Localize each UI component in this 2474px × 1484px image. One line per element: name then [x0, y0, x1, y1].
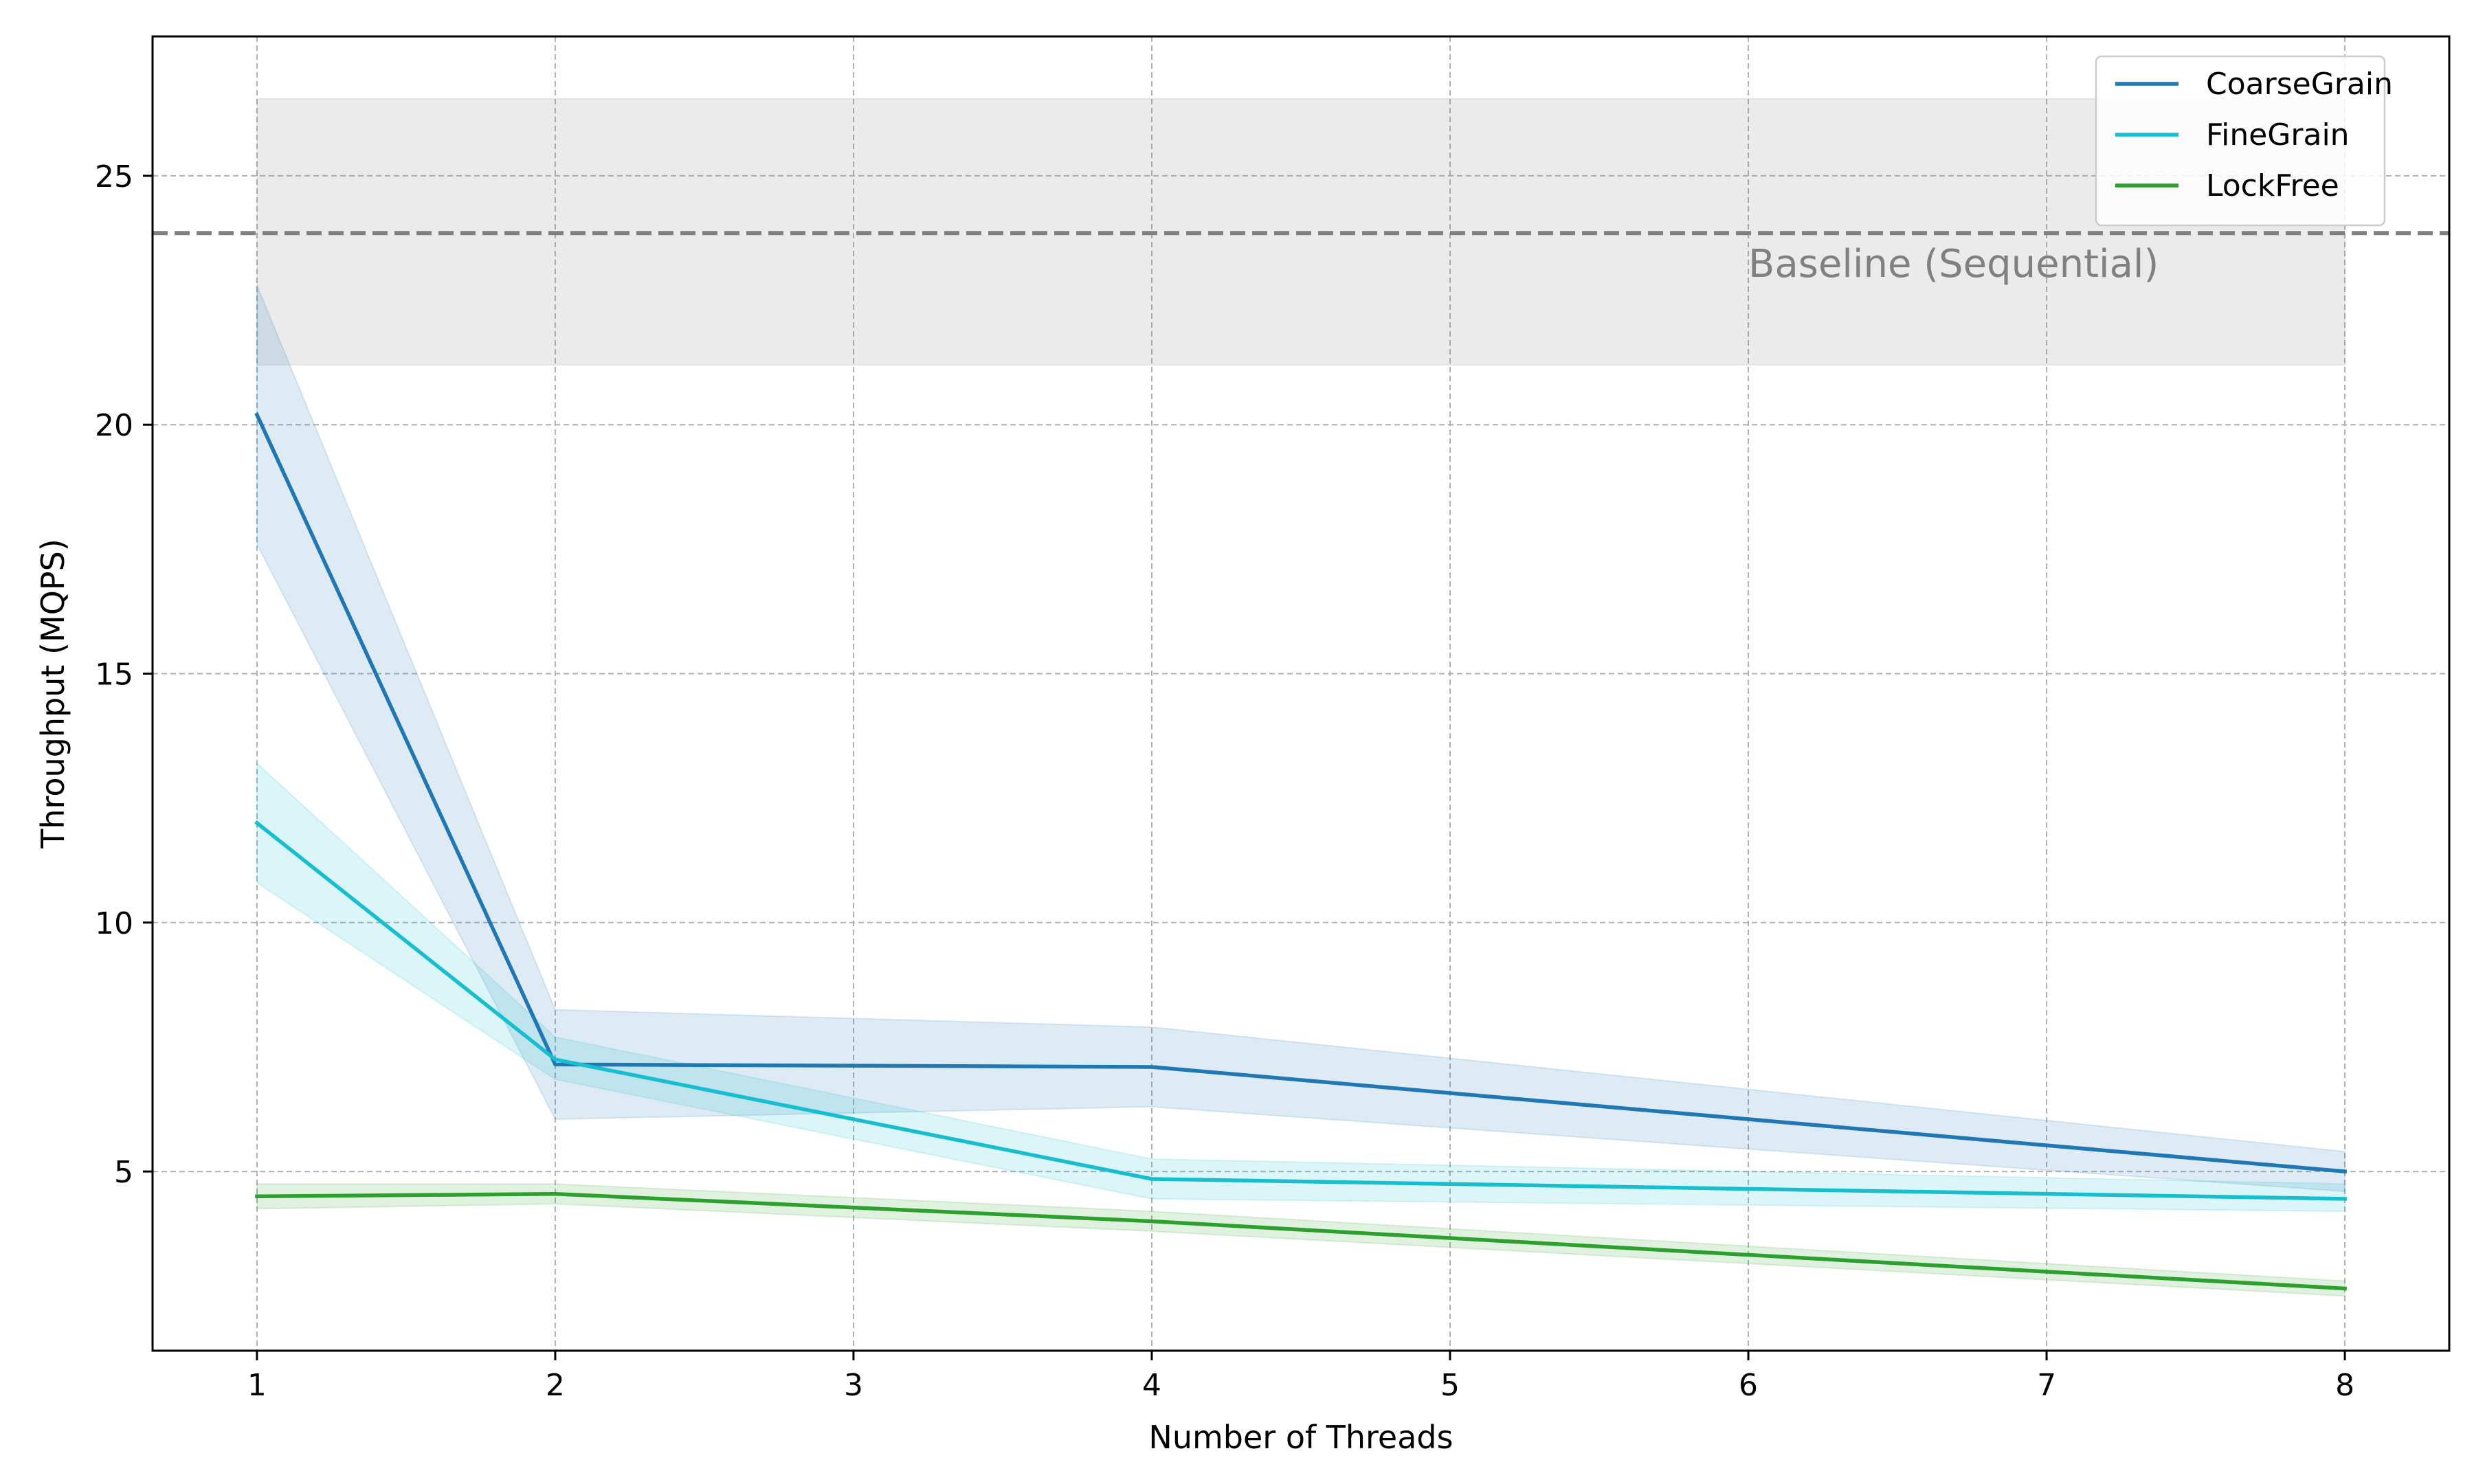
x-tick-label-8: 8 [2335, 1368, 2354, 1403]
y-tick-label-20: 20 [95, 408, 133, 443]
confidence-bands [256, 284, 2346, 1297]
x-tick-label-6: 6 [1739, 1368, 1758, 1403]
x-axis-label: Number of Threads [1148, 1419, 1453, 1456]
x-tick-label-2: 2 [546, 1368, 565, 1403]
finegrain-line [254, 820, 2347, 1201]
baseline-group [153, 98, 2449, 366]
y-axis-label: Throughput (MQPS) [34, 539, 71, 849]
lockfree-band [256, 1183, 2346, 1297]
y-tick-label-5: 5 [114, 1155, 133, 1190]
lockfree-line [255, 1191, 2347, 1291]
legend: CoarseGrain FineGrain LockFree [2095, 55, 2393, 227]
series-lines [254, 412, 2348, 1291]
legend-label-finegrain: FineGrain [2206, 117, 2350, 153]
axis-ticks: 1 2 3 4 5 6 7 8 5 10 15 20 25 [95, 159, 2354, 1403]
baseline-label: Baseline (Sequential) [1748, 242, 2159, 286]
x-tick-label-3: 3 [844, 1368, 863, 1403]
legend-box [2095, 55, 2386, 227]
grid-lines [153, 36, 2449, 1351]
legend-label-lockfree: LockFree [2206, 168, 2339, 203]
finegrain-band [256, 761, 2346, 1213]
coarsegrain-band [256, 284, 2346, 1193]
y-tick-label-15: 15 [95, 657, 133, 693]
x-tick-label-1: 1 [247, 1368, 267, 1403]
x-tick-label-7: 7 [2037, 1368, 2056, 1403]
plot-frame [151, 35, 2451, 1352]
y-tick-label-10: 10 [95, 906, 133, 941]
y-tick-label-25: 25 [95, 159, 133, 194]
x-tick-label-4: 4 [1142, 1368, 1161, 1403]
coarsegrain-line [254, 412, 2348, 1174]
legend-label-coarsegrain: CoarseGrain [2206, 67, 2393, 102]
x-tick-label-5: 5 [1440, 1368, 1460, 1403]
